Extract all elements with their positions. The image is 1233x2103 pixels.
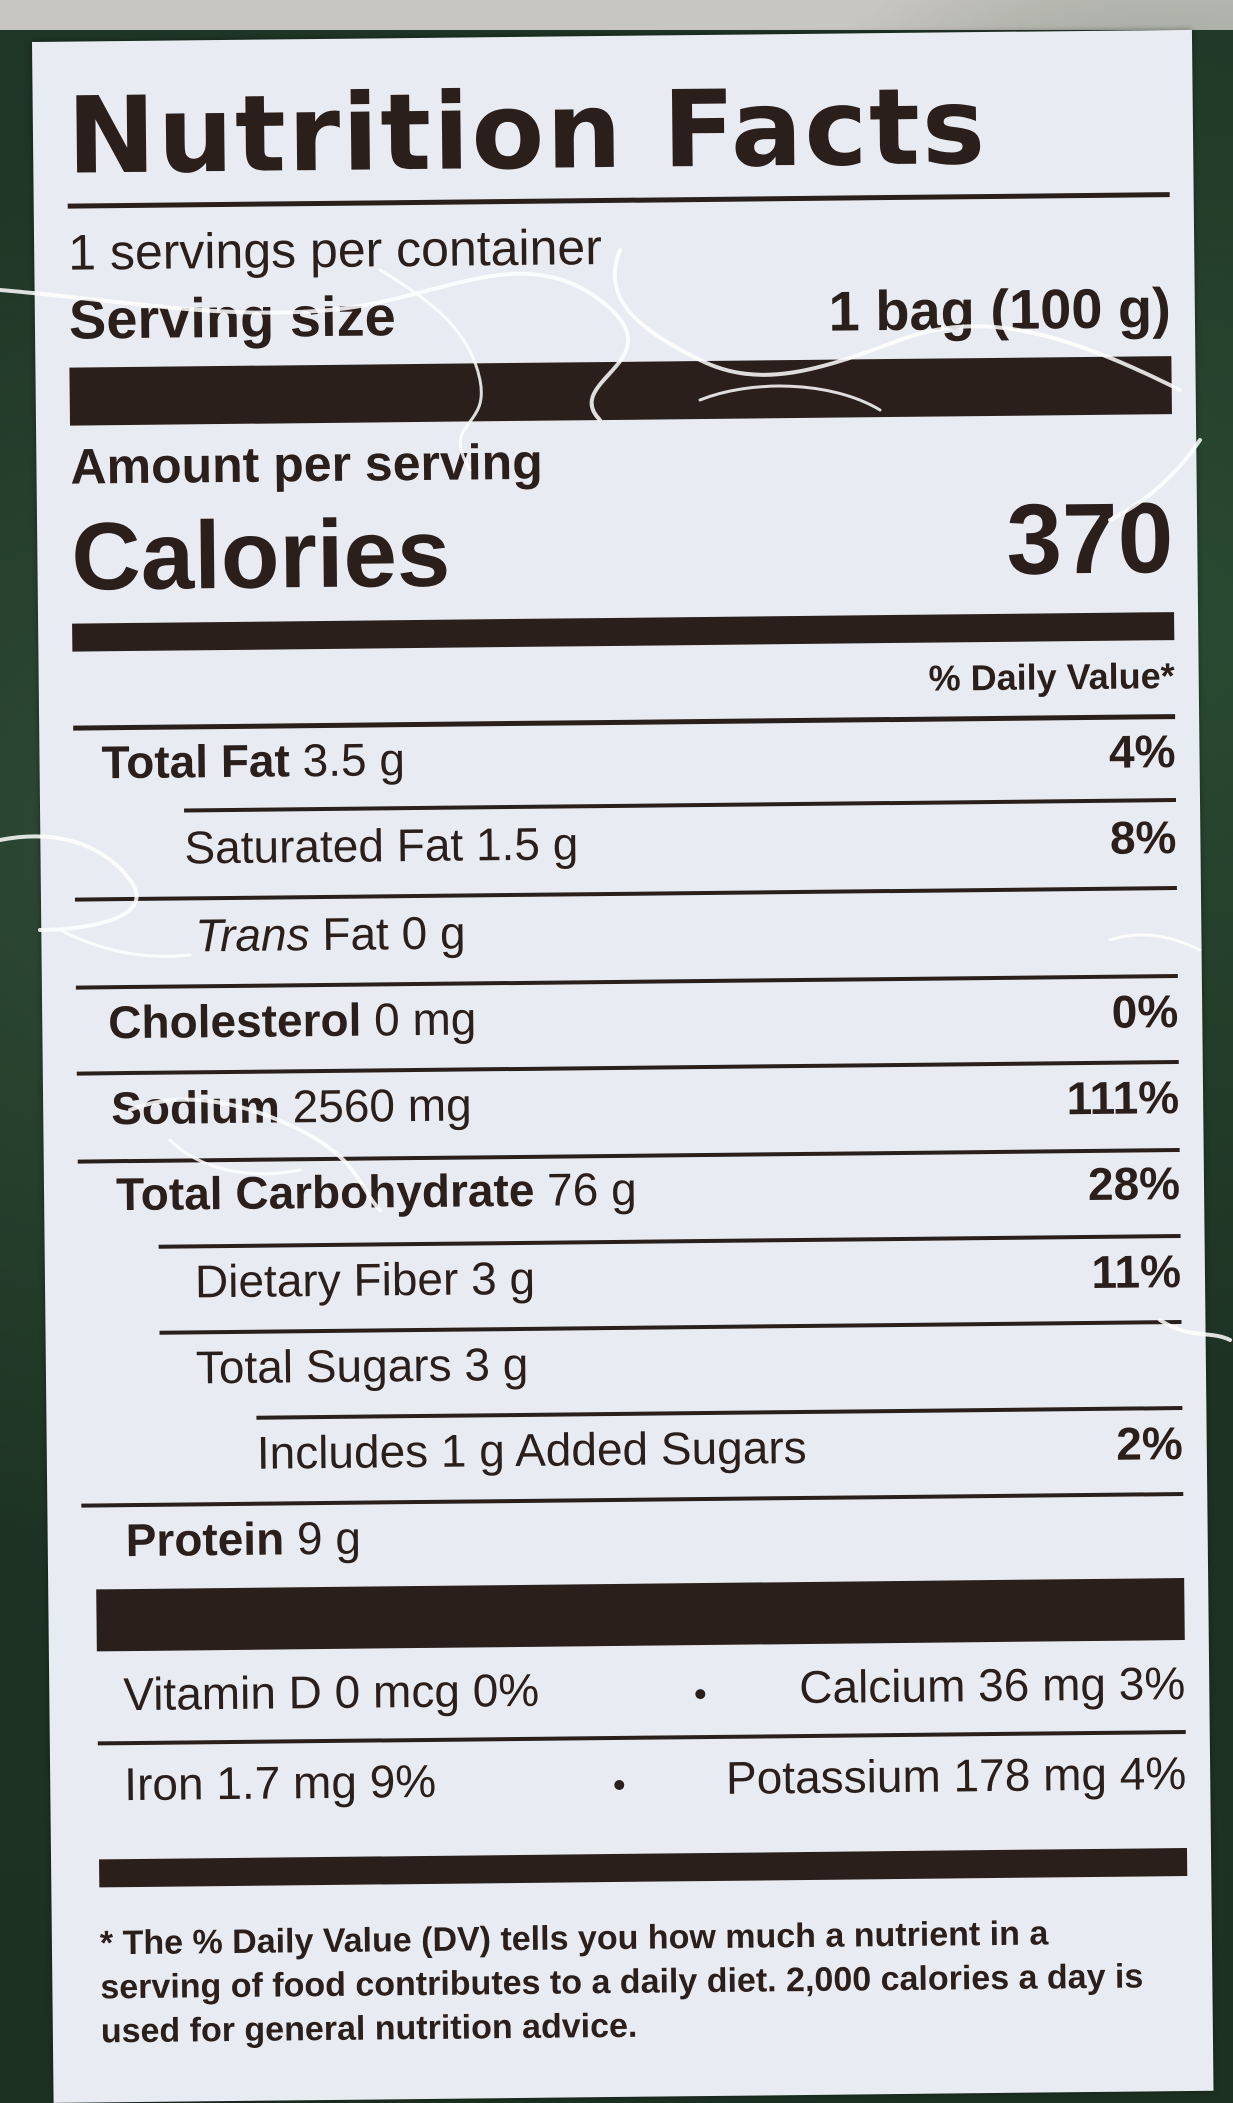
divider-row [76,1060,1179,1076]
dv-saturated-fat: 8% [1109,811,1177,864]
dv-total-fat: 4% [1108,725,1176,778]
separator-dot [614,1779,625,1790]
amount-per-serving: Amount per serving [70,433,544,495]
micro-right-potassium: Potassium 178 mg 4% [725,1747,1187,1804]
micro-left-vitamin-d: Vitamin D 0 mcg 0% [123,1663,540,1721]
divider-medium [72,612,1175,652]
dv-dietary-fiber: 11% [1091,1245,1182,1298]
nutrient-row-saturated-fat: Saturated Fat 1.5 g [184,817,579,874]
divider-thin [73,714,1176,731]
divider-thick [96,1578,1185,1652]
divider-row [184,798,1177,813]
dv-total-carbohydrate: 28% [1087,1157,1181,1211]
nutrient-row-dietary-fiber: Dietary Fiber 3 g [194,1251,536,1308]
nutrient-row-protein: Protein 9 g [125,1511,362,1567]
nutrient-row-sodium: Sodium 2560 mg [110,1078,472,1135]
nutrient-row-cholesterol: Cholesterol 0 mg [107,992,477,1049]
serving-size-value: 1 bag (100 g) [828,276,1172,343]
divider-row [74,886,1177,902]
dv-added-sugars: 2% [1115,1417,1184,1470]
divider-row [159,1320,1182,1335]
micro-left-iron: Iron 1.7 mg 9% [123,1754,437,1811]
micro-right-calcium: Calcium 36 mg 3% [798,1657,1186,1714]
footnote: * The % Daily Value (DV) tells you how m… [99,1914,1144,2051]
divider-thick [69,356,1172,426]
divider-row [75,974,1178,990]
servings-per-container: 1 servings per container [67,219,603,281]
nutrient-row-total-carbohydrate: Total Carbohydrate 76 g [115,1162,637,1221]
divider-row [256,1406,1183,1420]
divider-row [158,1234,1181,1249]
divider-row [97,1730,1186,1746]
nutrition-label: Nutrition Facts 1 servings per container… [32,29,1214,2103]
calories-value: 370 [1005,482,1174,596]
separator-dot [695,1689,706,1700]
nutrient-row-trans-fat: Trans Fat 0 g [195,906,466,962]
nutrient-row-added-sugars: Includes 1 g Added Sugars [256,1420,807,1479]
divider-medium [99,1848,1188,1888]
divider-row [81,1492,1184,1508]
divider-row [77,1148,1180,1164]
dv-sodium: 111% [1066,1071,1180,1125]
daily-value-header: % Daily Value* [928,655,1175,699]
nutrient-row-total-fat: Total Fat 3.5 g [101,733,406,789]
nutrient-row-total-sugars: Total Sugars 3 g [195,1337,529,1394]
calories-label: Calories [70,499,451,611]
serving-size-label: Serving size [68,284,397,351]
label-title: Nutrition Facts [66,65,988,198]
dv-cholesterol: 0% [1111,985,1179,1038]
